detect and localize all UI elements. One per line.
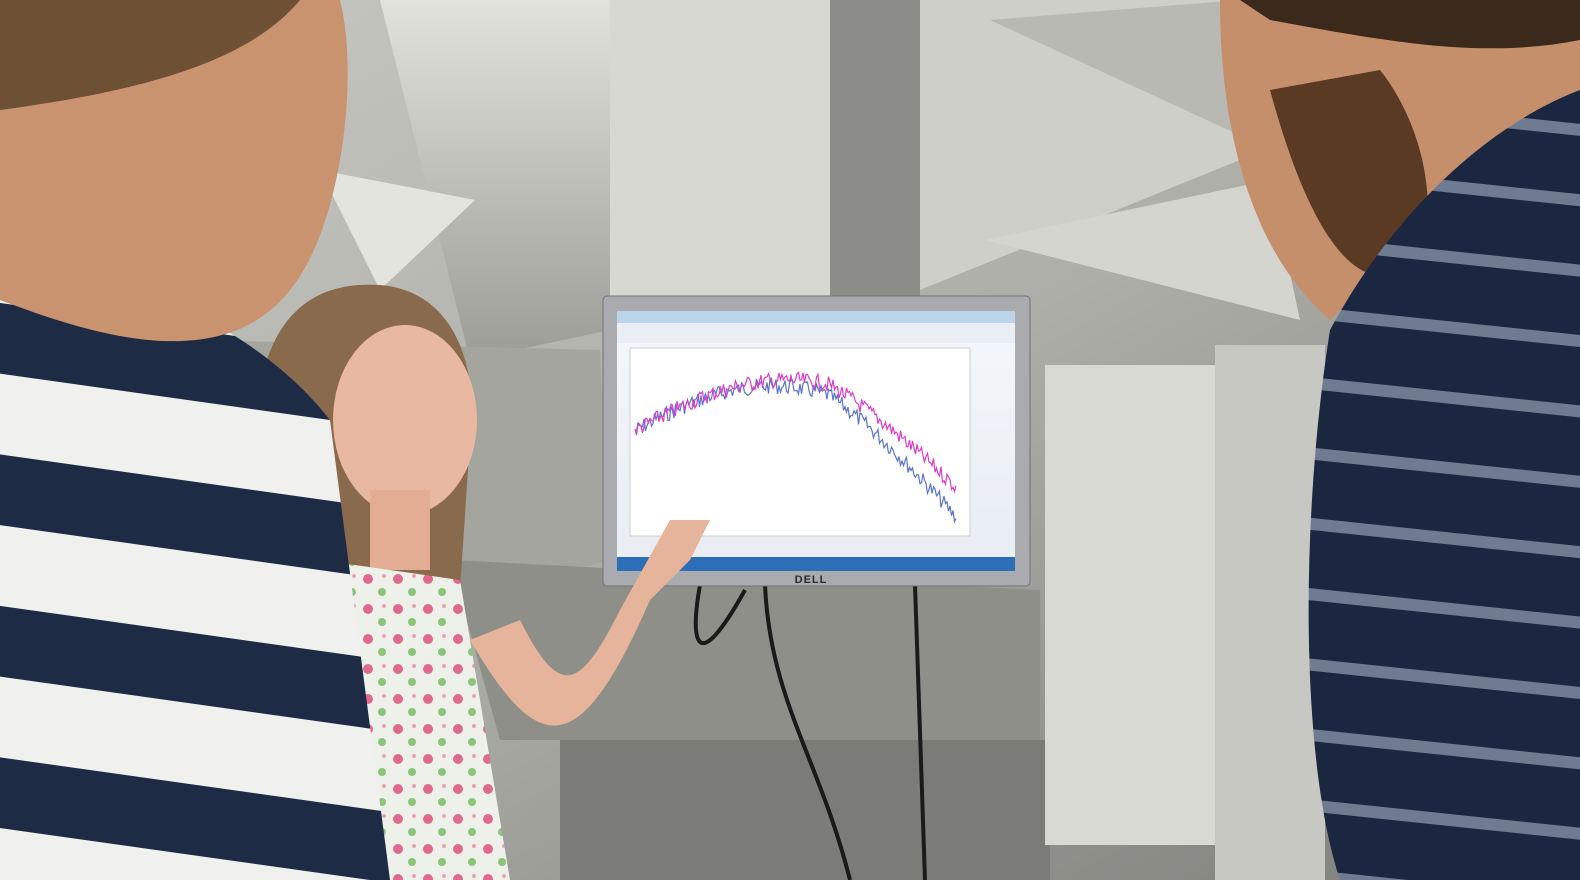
taskbar <box>617 557 1015 571</box>
monitor-brand: DELL <box>795 574 828 586</box>
acoustic-wedge <box>990 0 1250 140</box>
hair <box>1240 0 1580 49</box>
acoustic-wedge <box>985 180 1300 320</box>
plot-area <box>629 347 971 537</box>
neck <box>370 490 430 570</box>
acoustic-wedge <box>610 0 830 300</box>
acoustic-wedge <box>380 0 610 360</box>
toolbar <box>617 323 1015 343</box>
hair <box>0 0 300 110</box>
arm <box>470 520 710 726</box>
acoustic-wedge <box>320 170 475 290</box>
striped-shirt <box>1308 90 1580 880</box>
acoustic-wedge <box>560 740 1050 880</box>
spectrum-plot <box>634 371 957 524</box>
perforated-panel <box>1045 365 1220 845</box>
cable <box>693 584 927 880</box>
beard <box>1270 70 1428 277</box>
acoustic-wedge <box>830 0 920 300</box>
spectrum-curve <box>634 371 957 494</box>
face <box>333 325 477 515</box>
window-titlebar <box>617 311 1015 323</box>
perforated-panel <box>1215 345 1325 880</box>
striped-shirt <box>0 276 390 880</box>
